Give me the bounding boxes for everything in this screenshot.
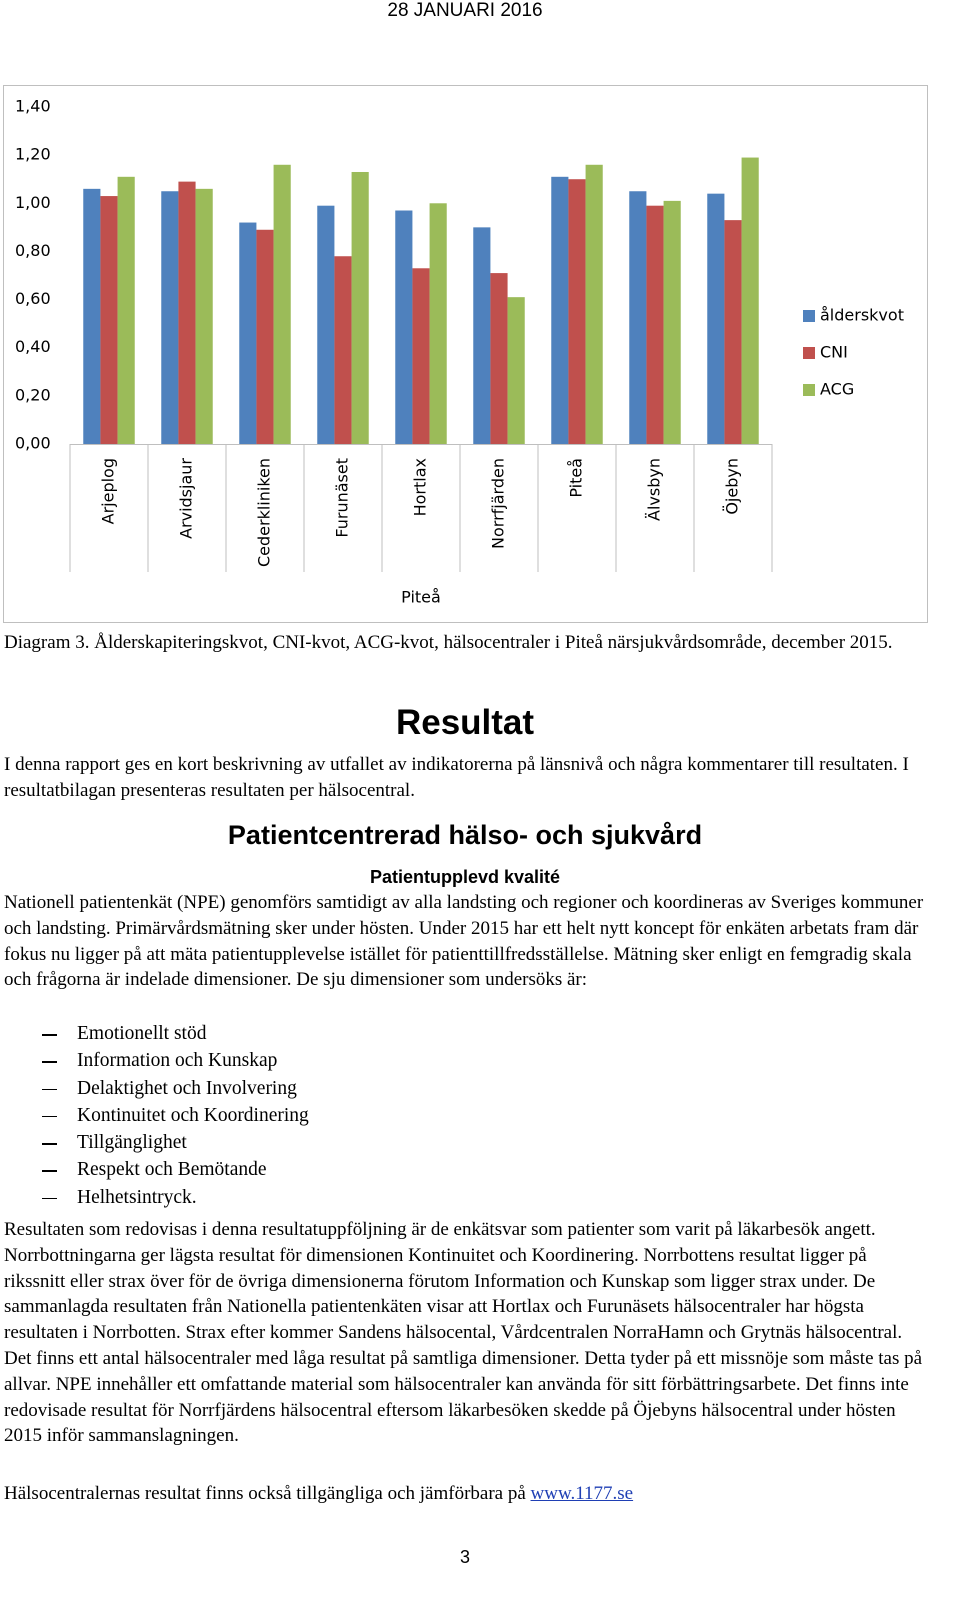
bar [490,273,508,444]
bar [178,181,196,444]
list-item: Respekt och Bemötande [4,1156,904,1183]
bar [646,205,664,444]
y-tick-label: 1,20 [15,145,51,164]
x-tick-label: Arvidsjaur [177,458,196,539]
list-item: Delaktighet och Involvering [4,1075,904,1102]
bar [585,164,603,444]
chart: Piteå 0,00 0,20 0,40 0,60 0,80 1,00 1,20 1,40 Ar… [3,85,928,623]
figure-caption: Diagram 3. Ålderskapiteringskvot, CNI-kv… [4,632,893,653]
bar [551,176,569,445]
x-tick-label: Piteå [567,458,586,498]
y-tick-label: 0,00 [15,434,51,453]
dimension-list: Emotionellt stöd Information och Kunskap D… [4,1020,904,1211]
list-item: Helhetsintryck. [4,1184,904,1211]
y-tick-label: 0,40 [15,337,51,356]
header-date: 28 JANUARI 2016 [387,0,543,21]
bar [161,191,179,444]
x-tick-label: Hortlax [411,458,430,516]
y-tick-label: 0,20 [15,385,51,404]
bar [741,157,759,445]
page-number: 3 [459,1547,470,1567]
paragraph: Resultaten som redovisas i denna resulta… [4,1219,923,1447]
legend-swatch [803,347,815,359]
chart-frame [3,85,928,623]
bar [317,205,335,444]
bar [473,227,491,444]
bar [334,256,352,444]
y-tick-label: 0,60 [15,289,51,308]
list-item: Tillgänglighet [4,1129,904,1156]
y-tick-label: 1,40 [15,97,51,116]
legend-swatch [803,384,815,396]
y-tick-label: 0,80 [15,241,51,260]
x-tick-label: Öjebyn [723,458,742,515]
bar [395,210,413,444]
closing-paragraph: Hälsocentralernas resultat finns också t… [4,1481,929,1507]
intro-paragraph: I denna rapport ges en kort beskrivning … [4,754,909,801]
legend-label: ACG [820,380,854,399]
paragraph: Nationell patientenkät (NPE) genomförs s… [4,892,924,991]
bar [83,188,101,444]
legend-swatch [803,310,815,322]
x-tick-label: Arjeplog [99,458,118,524]
list-item: Information och Kunskap [4,1047,904,1074]
subheading: Patientcentrerad hälso- och sjukvård [227,820,703,850]
bar [239,222,257,444]
x-axis-group-label: Piteå [401,588,441,607]
bar [351,171,369,444]
heading: Resultat [395,703,535,742]
x-tick-label: Älvsbyn [645,458,664,521]
legend-label: ålderskvot [820,306,904,325]
x-tick-label: Norrfjärden [489,458,508,549]
bar [100,196,118,444]
bar [707,193,725,444]
bar [256,229,274,444]
x-tick-label: Cederkliniken [255,458,274,567]
bar [195,188,213,444]
bar [724,220,742,444]
link[interactable]: www.1177.se [530,1483,634,1504]
legend-label: CNI [820,343,848,362]
list-item: Kontinuitet och Koordinering [4,1102,904,1129]
bar [629,191,647,444]
subsubheading: Patientupplevd kvalité [369,867,561,887]
closing-text: Hälsocentralernas resultat finns också t… [4,1483,526,1504]
x-tick-label: Furunäset [333,458,352,538]
bar [273,164,291,444]
bar [429,203,447,444]
bar [412,268,430,444]
bar [568,179,586,444]
bar [117,176,135,445]
bar [663,200,681,444]
list-item: Emotionellt stöd [4,1020,904,1047]
bar [507,297,525,444]
y-tick-label: 1,00 [15,193,51,212]
